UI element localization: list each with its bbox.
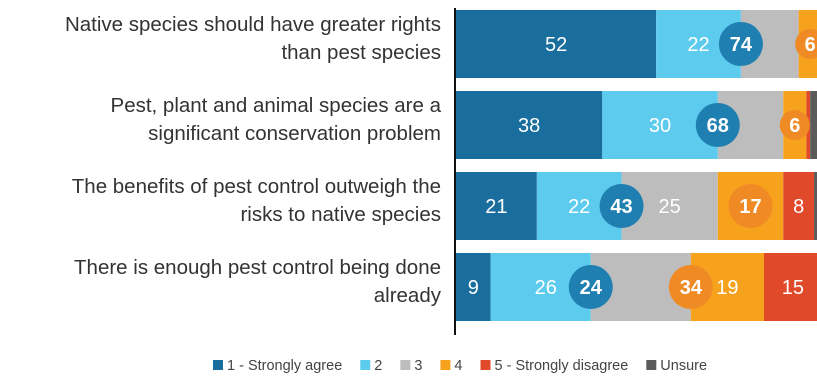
bar-segment <box>456 253 491 321</box>
segment-value-label: 26 <box>535 277 557 299</box>
legend-swatch <box>400 360 411 370</box>
segment-value-label: 15 <box>782 277 804 299</box>
category-label: There is enough pest control being done <box>74 256 441 279</box>
legend-entry: 1 - Strongly agree <box>227 358 342 374</box>
bar-segment <box>456 91 603 159</box>
category-label: than pest species <box>281 41 441 64</box>
bar-segment <box>783 172 815 240</box>
category-label: Pest, plant and animal species are a <box>111 94 442 117</box>
disagree-total-bubble <box>779 110 810 140</box>
segment-value-label: 19 <box>716 277 738 299</box>
disagree-total-bubble <box>668 265 713 309</box>
legend-swatch <box>360 360 371 370</box>
segment-value-label: 52 <box>545 34 567 56</box>
legend-entry: 2 <box>374 358 382 374</box>
legend-entry: 3 <box>414 358 422 374</box>
agree-total-label: 24 <box>580 277 603 299</box>
segment-value-label: 30 <box>649 115 671 137</box>
agree-total-bubble <box>599 184 644 228</box>
segment-value-label: 22 <box>687 34 709 56</box>
bar-segment <box>456 172 537 240</box>
disagree-total-label: 6 <box>805 34 816 56</box>
legend-entry: 4 <box>454 358 462 374</box>
agree-total-bubble <box>568 265 613 309</box>
category-label: risks to native species <box>240 203 441 226</box>
bar-segment <box>810 91 817 159</box>
disagree-total-bubble <box>795 29 817 59</box>
segment-value-label: 8 <box>793 196 804 218</box>
bar-segment <box>456 10 657 78</box>
bars: 5222674383086821222581543926191516243466… <box>456 10 817 321</box>
disagree-total-bubble <box>728 184 773 228</box>
legend-swatch <box>440 360 451 370</box>
legend: 1 - Strongly agree 2 3 4 5 - Strongly disagr… <box>213 358 707 374</box>
bar-segment <box>814 172 817 240</box>
category-label: The benefits of pest control outweigh th… <box>72 175 441 198</box>
agree-total-label: 43 <box>610 196 632 218</box>
agree-total-bubble <box>695 103 740 147</box>
legend-entry: Unsure <box>660 358 707 374</box>
disagree-total-label: 17 <box>739 196 761 218</box>
agree-total-label: 68 <box>707 115 729 137</box>
legend-swatch <box>213 360 223 370</box>
category-label: significant conservation problem <box>148 122 441 145</box>
disagree-total-label: 34 <box>680 277 703 299</box>
segment-value-label: 38 <box>518 115 540 137</box>
agree-total-bubble <box>718 22 763 66</box>
category-labels: Native species should have greater right… <box>65 13 442 307</box>
segment-value-label: 25 <box>659 196 681 218</box>
segment-value-label: 21 <box>485 196 507 218</box>
legend-swatch <box>480 360 491 370</box>
category-label: Native species should have greater right… <box>65 13 441 36</box>
legend-swatch <box>646 360 657 370</box>
category-label: already <box>374 284 442 307</box>
legend-entry: 5 - Strongly disagree <box>495 358 629 374</box>
segment-value-label: 22 <box>568 196 590 218</box>
segment-value-label: 9 <box>468 277 479 299</box>
agree-total-label: 74 <box>730 34 753 56</box>
bar-segment <box>764 253 817 321</box>
disagree-total-label: 6 <box>789 115 800 137</box>
